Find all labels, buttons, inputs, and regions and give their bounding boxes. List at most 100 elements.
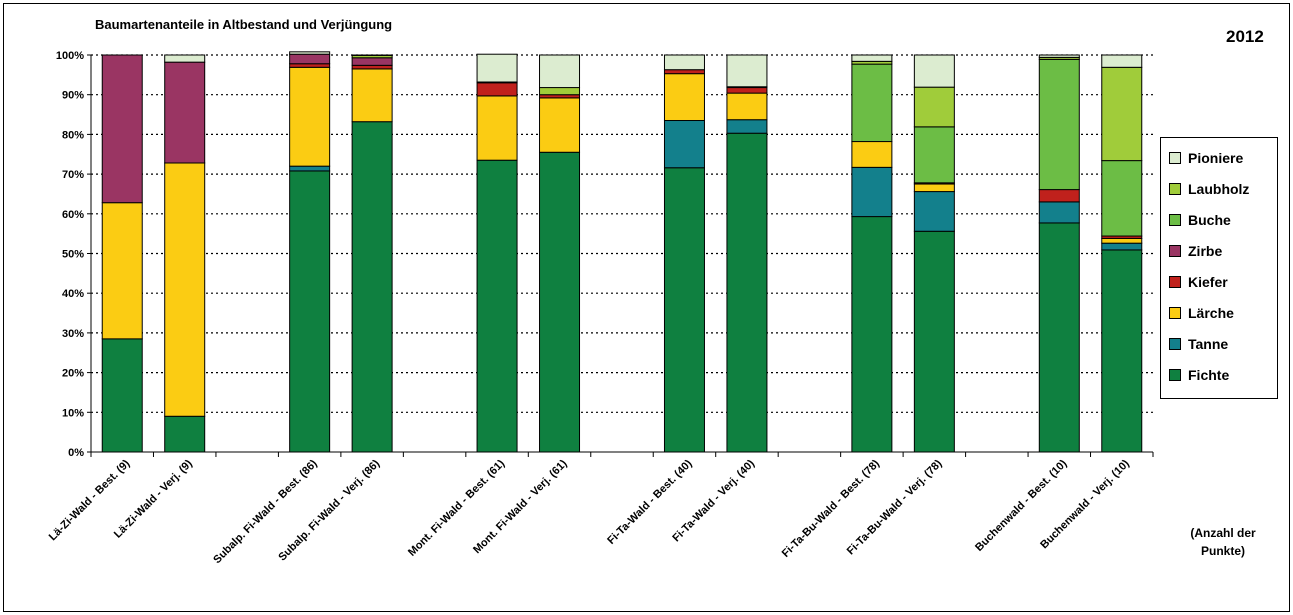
bar-segment — [289, 165, 331, 172]
legend-label: Zirbe — [1188, 243, 1223, 259]
bar-segment — [913, 183, 955, 193]
bar-segment — [164, 415, 206, 453]
bar-segment — [1038, 58, 1080, 191]
y-tick-label: 30% — [62, 328, 84, 340]
bar-segment — [1101, 249, 1143, 453]
bar-segment — [726, 92, 768, 121]
bar-segment — [913, 230, 955, 453]
gridlines — [91, 54, 1153, 413]
bar-segment — [164, 54, 206, 63]
bars — [101, 51, 1143, 453]
y-tick-label: 0% — [68, 447, 84, 459]
legend-label: Kiefer — [1188, 274, 1228, 290]
bar-segment — [289, 53, 331, 65]
bar-segment — [663, 73, 705, 122]
bar-segment — [1101, 160, 1143, 237]
bar-segment — [476, 95, 518, 161]
bar-segment — [164, 162, 206, 417]
bar-segment — [913, 191, 955, 232]
bar-segment — [851, 216, 893, 453]
legend-swatch — [1169, 276, 1181, 288]
bar-segment — [476, 53, 518, 83]
legend-swatch — [1169, 152, 1181, 164]
legend-item: Fichte — [1169, 365, 1229, 385]
bar-segment — [539, 54, 581, 89]
legend-label: Lärche — [1188, 305, 1234, 321]
point-count-note: (Anzahl der Punkte) — [1190, 526, 1256, 558]
bar-segment — [726, 54, 768, 88]
legend-label: Tanne — [1188, 336, 1229, 352]
bar-segment — [1101, 237, 1143, 244]
legend-swatch — [1169, 307, 1181, 319]
bar-segment — [726, 132, 768, 453]
bar-segment — [663, 69, 705, 75]
bar-segment — [289, 66, 331, 167]
bar-segment — [1101, 242, 1143, 251]
y-tick-label: 40% — [62, 288, 84, 300]
bar-segment — [164, 61, 206, 164]
legend-swatch — [1169, 369, 1181, 381]
y-tick-label: 90% — [62, 90, 84, 102]
y-tick-label: 70% — [62, 169, 84, 181]
x-tick-label: Subalp. Fi-Wald - Best. (86) — [211, 457, 320, 566]
bar-segment — [1038, 201, 1080, 224]
year-label: 2012 — [1226, 27, 1264, 46]
y-tick-label: 10% — [62, 407, 84, 419]
legend-item: Zirbe — [1169, 241, 1222, 261]
bar-segment — [351, 64, 393, 70]
bar-segment — [1101, 66, 1143, 162]
bar-segment — [1101, 54, 1143, 68]
bar-segment — [289, 51, 331, 55]
bar-segment — [476, 82, 518, 97]
bar-segment — [476, 159, 518, 453]
legend-item: Lärche — [1169, 303, 1234, 323]
legend-swatch — [1169, 338, 1181, 350]
bar-segment — [101, 54, 143, 204]
bar-segment — [1038, 54, 1080, 58]
legend: Pioniere Laubholz Buche Zirbe Kiefer Lärche Ta… — [1160, 137, 1278, 399]
bar-segment — [913, 126, 955, 184]
bar-segment — [101, 338, 143, 453]
x-tick-label: Fi-Ta-Bu-Wald - Best. (78) — [780, 457, 882, 559]
legend-label: Pioniere — [1188, 150, 1244, 166]
bar-segment — [539, 97, 581, 153]
legend-label: Fichte — [1188, 367, 1230, 383]
legend-item: Laubholz — [1169, 179, 1249, 199]
bar-segment — [1038, 222, 1080, 453]
bar-segment — [913, 54, 955, 88]
bar-segment — [663, 167, 705, 453]
y-tick-label: 50% — [62, 249, 84, 261]
legend-swatch — [1169, 214, 1181, 226]
bar-segment — [663, 54, 705, 71]
legend-item: Tanne — [1169, 334, 1228, 354]
bar-segment — [726, 87, 768, 94]
bar-segment — [851, 141, 893, 168]
axes — [87, 54, 1154, 457]
legend-swatch — [1169, 245, 1181, 257]
legend-item: Buche — [1169, 210, 1231, 230]
bar-segment — [851, 166, 893, 218]
bar-segment — [1038, 189, 1080, 203]
y-tick-label: 100% — [56, 50, 84, 62]
bar-segment — [539, 87, 581, 96]
legend-label: Buche — [1188, 212, 1231, 228]
legend-item: Kiefer — [1169, 272, 1228, 292]
axis-labels: 0%10%20%30%40%50%60%70%80%90%100%Lä-Zi-W… — [47, 50, 1132, 566]
y-tick-label: 60% — [62, 209, 84, 221]
bar-segment — [101, 202, 143, 340]
bar-segment — [351, 68, 393, 123]
bar-segment — [289, 170, 331, 453]
bar-segment — [663, 120, 705, 169]
x-tick-label: Subalp. Fi-Wald - Verj. (86) — [276, 457, 382, 563]
bar-segment — [851, 54, 893, 62]
bar-segment — [913, 86, 955, 128]
bar-segment — [351, 57, 393, 66]
legend-item: Pioniere — [1169, 148, 1243, 168]
bar-segment — [351, 121, 393, 453]
bar-segment — [851, 63, 893, 143]
bar-segment — [289, 63, 331, 68]
y-tick-label: 20% — [62, 368, 84, 380]
y-tick-label: 80% — [62, 129, 84, 141]
legend-swatch — [1169, 183, 1181, 195]
